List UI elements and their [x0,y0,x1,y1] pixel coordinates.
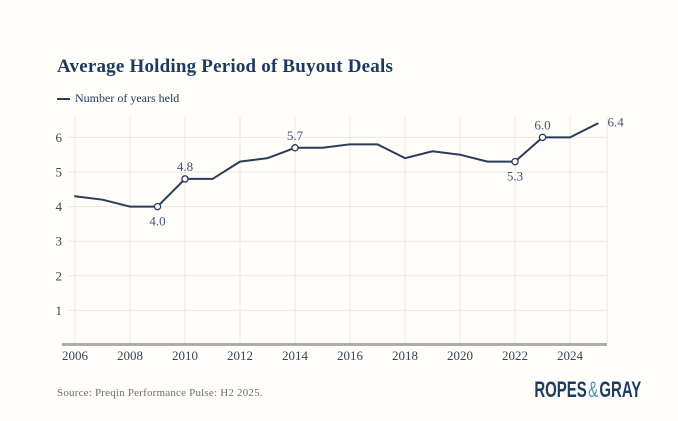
data-point-marker [511,157,519,166]
legend-label: Number of years held [75,91,180,105]
x-axis-tick-label: 2024 [557,348,584,363]
x-axis-tick-label: 2014 [282,348,309,363]
y-axis-tick-label: 3 [56,234,63,249]
logo-ropes: ROPES [534,377,587,402]
x-axis-tick-label: 2006 [62,348,89,363]
y-axis-tick-label: 5 [56,165,63,180]
legend: Number of years held [57,91,179,106]
y-axis-tick-label: 6 [56,130,63,145]
y-axis-tick-label: 1 [56,303,63,318]
data-label: 6.4 [608,115,625,130]
legend-line-swatch [57,97,70,100]
data-label: 5.7 [287,128,304,143]
data-point-marker [291,144,299,152]
x-axis-tick-label: 2020 [447,348,473,363]
data-label: 4.0 [149,214,165,229]
x-axis-tick-label: 2022 [502,348,528,363]
x-axis-tick-label: 2016 [337,348,364,363]
data-point-marker [538,133,547,142]
data-point-marker [153,202,162,211]
y-axis-tick-label: 4 [56,199,63,214]
chart-title: Average Holding Period of Buyout Deals [57,56,394,77]
ropes-gray-logo: ROPES&GRAY [534,377,641,402]
y-axis-tick-label: 2 [56,268,63,283]
data-label: 6.0 [534,117,550,132]
data-label: 4.8 [177,159,193,174]
data-label: 5.3 [507,169,523,184]
x-axis-tick-label: 2012 [227,348,253,363]
data-point-marker [181,175,189,183]
source-note: Source: Preqin Performance Pulse: H2 202… [57,387,263,399]
x-axis-tick-label: 2008 [117,348,143,363]
logo-gray: GRAY [599,377,641,402]
x-axis-tick-label: 2018 [392,348,418,363]
x-axis-tick-label: 2010 [172,348,198,363]
series-line [74,122,599,208]
logo-ampersand: & [587,377,598,402]
